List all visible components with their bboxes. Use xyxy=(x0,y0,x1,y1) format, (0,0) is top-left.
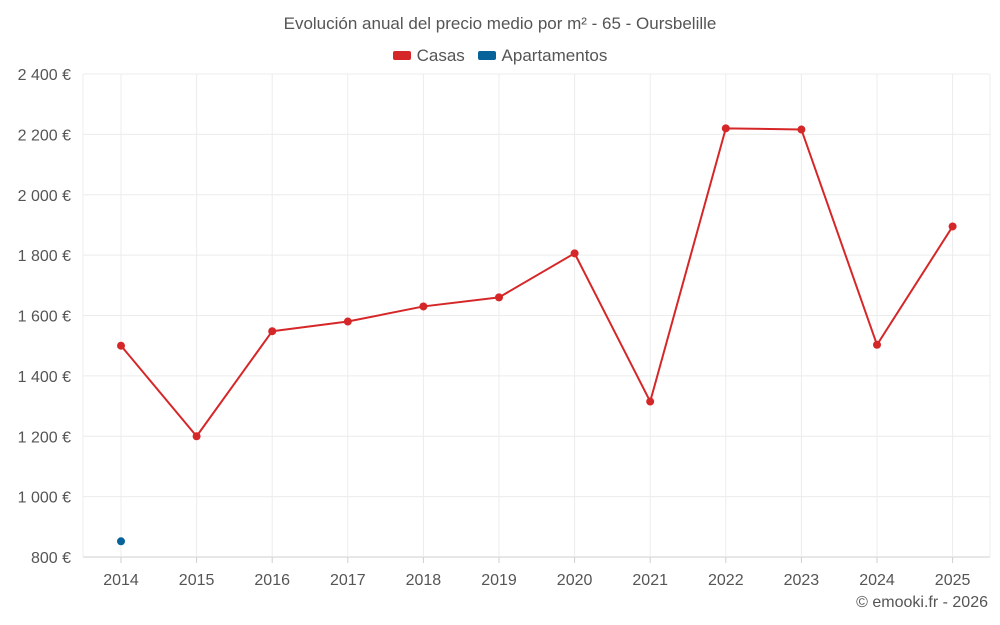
data-point-casas xyxy=(721,124,730,133)
data-point-casas xyxy=(873,340,881,349)
data-point-casas xyxy=(117,341,125,350)
y-tick-label: 1 600 € xyxy=(18,309,71,326)
data-point-apartamentos xyxy=(117,537,125,546)
series-line-casas xyxy=(120,127,954,438)
data-point-casas xyxy=(797,125,806,134)
y-tick-label: 2 200 € xyxy=(18,127,71,144)
legend-item-casas[interactable]: Casas xyxy=(392,45,465,66)
x-tick-label: 2023 xyxy=(784,572,820,589)
y-tick-label: 1 200 € xyxy=(18,429,71,446)
data-point-casas xyxy=(948,222,957,231)
legend: Casas Apartamentos xyxy=(0,45,1000,66)
x-tick-label: 2025 xyxy=(935,572,971,589)
data-point-casas xyxy=(268,327,277,336)
data-point-casas xyxy=(192,432,201,441)
y-tick-label: 2 400 € xyxy=(18,67,71,84)
credit: © emooki.fr - 2026 xyxy=(856,594,988,611)
x-tick-label: 2022 xyxy=(708,572,744,589)
legend-item-apartamentos[interactable]: Apartamentos xyxy=(477,45,608,66)
x-tick-label: 2019 xyxy=(481,572,517,589)
data-point-casas xyxy=(343,317,352,326)
y-tick-label: 800 € xyxy=(31,550,71,567)
y-tick-label: 1 800 € xyxy=(18,248,71,265)
legend-label-casas: Casas xyxy=(416,45,465,65)
data-point-casas xyxy=(646,397,655,406)
x-tick-label: 2016 xyxy=(254,572,290,589)
x-tick-label: 2014 xyxy=(103,572,139,589)
legend-label-apartamentos: Apartamentos xyxy=(501,45,608,65)
legend-swatch-apartamentos xyxy=(477,51,496,60)
y-tick-label: 1 000 € xyxy=(18,490,71,507)
x-tick-label: 2024 xyxy=(859,572,895,589)
chart-title: Evolución anual del precio medio por m² … xyxy=(283,14,717,33)
x-tick-label: 2015 xyxy=(179,572,215,589)
x-tick-label: 2021 xyxy=(632,572,668,589)
data-point-casas xyxy=(419,302,428,311)
legend-swatch-casas xyxy=(392,51,411,60)
x-tick-label: 2017 xyxy=(330,572,366,589)
y-tick-label: 2 000 € xyxy=(18,188,71,205)
data-point-casas xyxy=(570,249,579,258)
x-tick-label: 2018 xyxy=(406,572,442,589)
data-point-casas xyxy=(495,293,503,302)
y-tick-label: 1 400 € xyxy=(18,369,71,386)
x-tick-label: 2020 xyxy=(557,572,593,589)
